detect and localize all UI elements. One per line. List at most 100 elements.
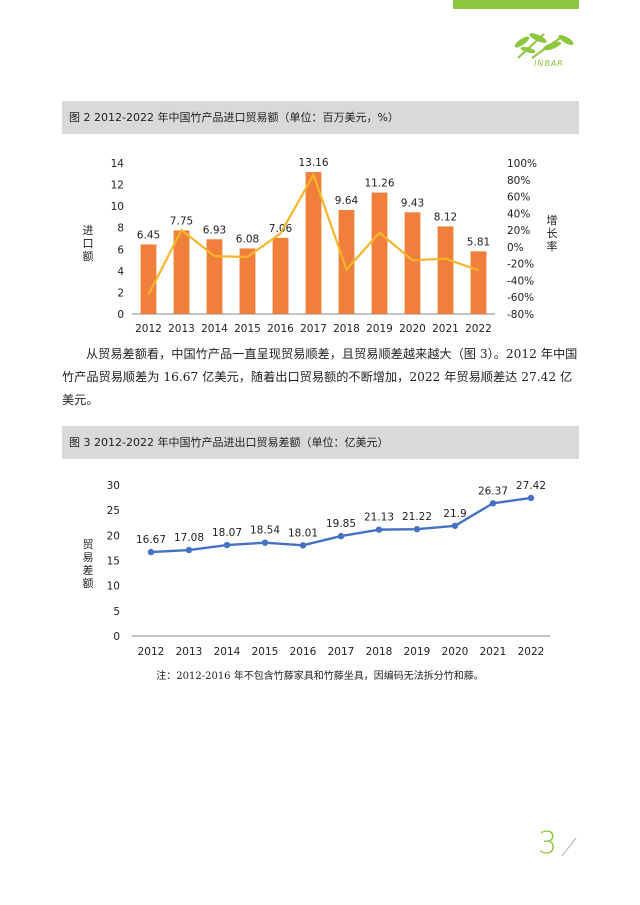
y-right-axis-label: 长 [547, 227, 558, 240]
y-left-tick-label: 2 [117, 287, 124, 299]
bamboo-icon [514, 33, 574, 59]
y-axis-label: 差 [83, 563, 94, 577]
x-tick-label: 2018 [333, 323, 360, 335]
bar-data-label: 6.08 [236, 233, 259, 245]
data-point [489, 500, 497, 507]
x-tick-label: 2018 [366, 646, 393, 658]
bar-data-label: 7.75 [170, 215, 193, 227]
bar [239, 248, 256, 314]
y-right-tick-label: -60% [507, 292, 534, 304]
bar-data-label: 6.45 [137, 229, 160, 241]
x-tick-label: 2016 [267, 323, 294, 335]
x-tick-label: 2017 [328, 646, 355, 658]
data-point [451, 522, 459, 529]
data-point [147, 548, 155, 556]
inbar-logo: INBAR [514, 33, 574, 68]
bar-data-label: 6.93 [203, 224, 226, 236]
point-data-label: 27.42 [516, 480, 546, 492]
bar-data-label: 13.16 [298, 157, 328, 169]
data-point [185, 546, 193, 554]
y-tick-label: 25 [107, 505, 120, 517]
data-point [527, 494, 535, 502]
point-data-label: 17.08 [174, 532, 204, 544]
x-tick-label: 2022 [518, 646, 545, 658]
bar [338, 210, 355, 314]
y-left-axis-label: 口 [83, 237, 94, 250]
point-data-label: 21.22 [402, 511, 432, 523]
point-data-label: 26.37 [478, 485, 508, 497]
y-right-axis-label: 增 [547, 213, 558, 227]
x-tick-label: 2022 [465, 323, 492, 335]
y-right-tick-label: 20% [507, 225, 530, 237]
logo-text: INBAR [534, 59, 564, 68]
y-right-tick-label: 0% [507, 242, 524, 254]
y-right-axis-label: 率 [547, 239, 558, 253]
y-left-tick-label: 12 [111, 180, 124, 192]
x-tick-label: 2019 [404, 646, 431, 658]
y-right-tick-label: 60% [507, 192, 530, 204]
bar-data-label: 11.26 [364, 178, 394, 190]
y-right-tick-label: -80% [507, 309, 534, 321]
bar-data-label: 7.06 [269, 223, 293, 235]
data-point [223, 541, 231, 549]
bar [371, 192, 388, 314]
x-tick-label: 2021 [432, 323, 459, 335]
data-point [261, 539, 269, 546]
x-tick-label: 2021 [480, 646, 507, 658]
y-left-tick-label: 6 [117, 244, 124, 256]
bar [305, 172, 322, 314]
x-tick-label: 2015 [234, 323, 261, 335]
growth-rate-line [147, 172, 479, 296]
point-data-label: 18.54 [250, 525, 280, 537]
bar-data-label: 8.12 [434, 211, 457, 223]
point-data-label: 18.07 [212, 527, 242, 539]
y-left-tick-label: 14 [111, 158, 125, 170]
page-number: 3 [538, 826, 558, 861]
y-left-tick-label: 0 [117, 309, 124, 321]
y-left-tick-label: 8 [117, 223, 124, 235]
x-tick-label: 2015 [252, 646, 279, 658]
y-right-tick-label: -40% [507, 275, 534, 287]
y-left-tick-label: 10 [111, 201, 124, 213]
bar [272, 237, 289, 314]
footnote: 注：2012-2016 年不包含竹藤家具和竹藤坐具，因编码无法拆分竹和藤。 [156, 671, 484, 682]
bar-data-label: 9.64 [335, 195, 359, 207]
y-right-tick-label: -20% [507, 259, 534, 271]
y-right-tick-label: 100% [507, 158, 537, 170]
y-tick-label: 5 [113, 606, 120, 618]
header-accent-bar [453, 0, 579, 9]
x-tick-label: 2014 [214, 646, 241, 658]
data-point [413, 525, 421, 533]
x-tick-label: 2013 [168, 323, 195, 335]
y-tick-label: 30 [107, 480, 120, 492]
y-left-axis-label: 进 [83, 224, 94, 237]
y-axis-label: 易 [83, 551, 94, 564]
x-tick-label: 2020 [399, 323, 426, 335]
y-tick-label: 15 [107, 556, 120, 568]
bar-data-label: 9.43 [401, 197, 424, 209]
point-data-label: 16.67 [136, 534, 166, 546]
x-tick-label: 2019 [366, 323, 393, 335]
trade-balance-chart: 0 5 10 15 20 25 30 贸易差额 16.67 2012 17.08 2013 18.07 2… [83, 480, 550, 658]
figure3-caption: 图 3 2012-2022 年中国竹产品进出口贸易差额（单位：亿美元） [62, 426, 579, 459]
point-data-label: 18.01 [288, 527, 318, 539]
y-tick-label: 20 [107, 530, 120, 542]
bar [173, 230, 190, 314]
y-tick-label: 0 [113, 631, 120, 643]
bar [437, 226, 454, 314]
y-right-tick-label: 40% [507, 208, 530, 220]
x-tick-label: 2012 [138, 646, 165, 658]
x-tick-label: 2017 [300, 323, 327, 335]
y-tick-label: 10 [107, 581, 120, 593]
x-tick-label: 2020 [442, 646, 469, 658]
y-left-tick-label: 4 [117, 266, 124, 278]
point-data-label: 19.85 [326, 518, 356, 530]
x-tick-label: 2014 [201, 323, 228, 335]
bar [140, 244, 157, 314]
data-point [337, 532, 345, 540]
y-right-tick-label: 80% [507, 175, 530, 187]
bar-data-label: 5.81 [467, 236, 490, 248]
bar [470, 251, 487, 314]
point-data-label: 21.9 [443, 508, 466, 520]
y-axis-label: 额 [83, 577, 94, 590]
